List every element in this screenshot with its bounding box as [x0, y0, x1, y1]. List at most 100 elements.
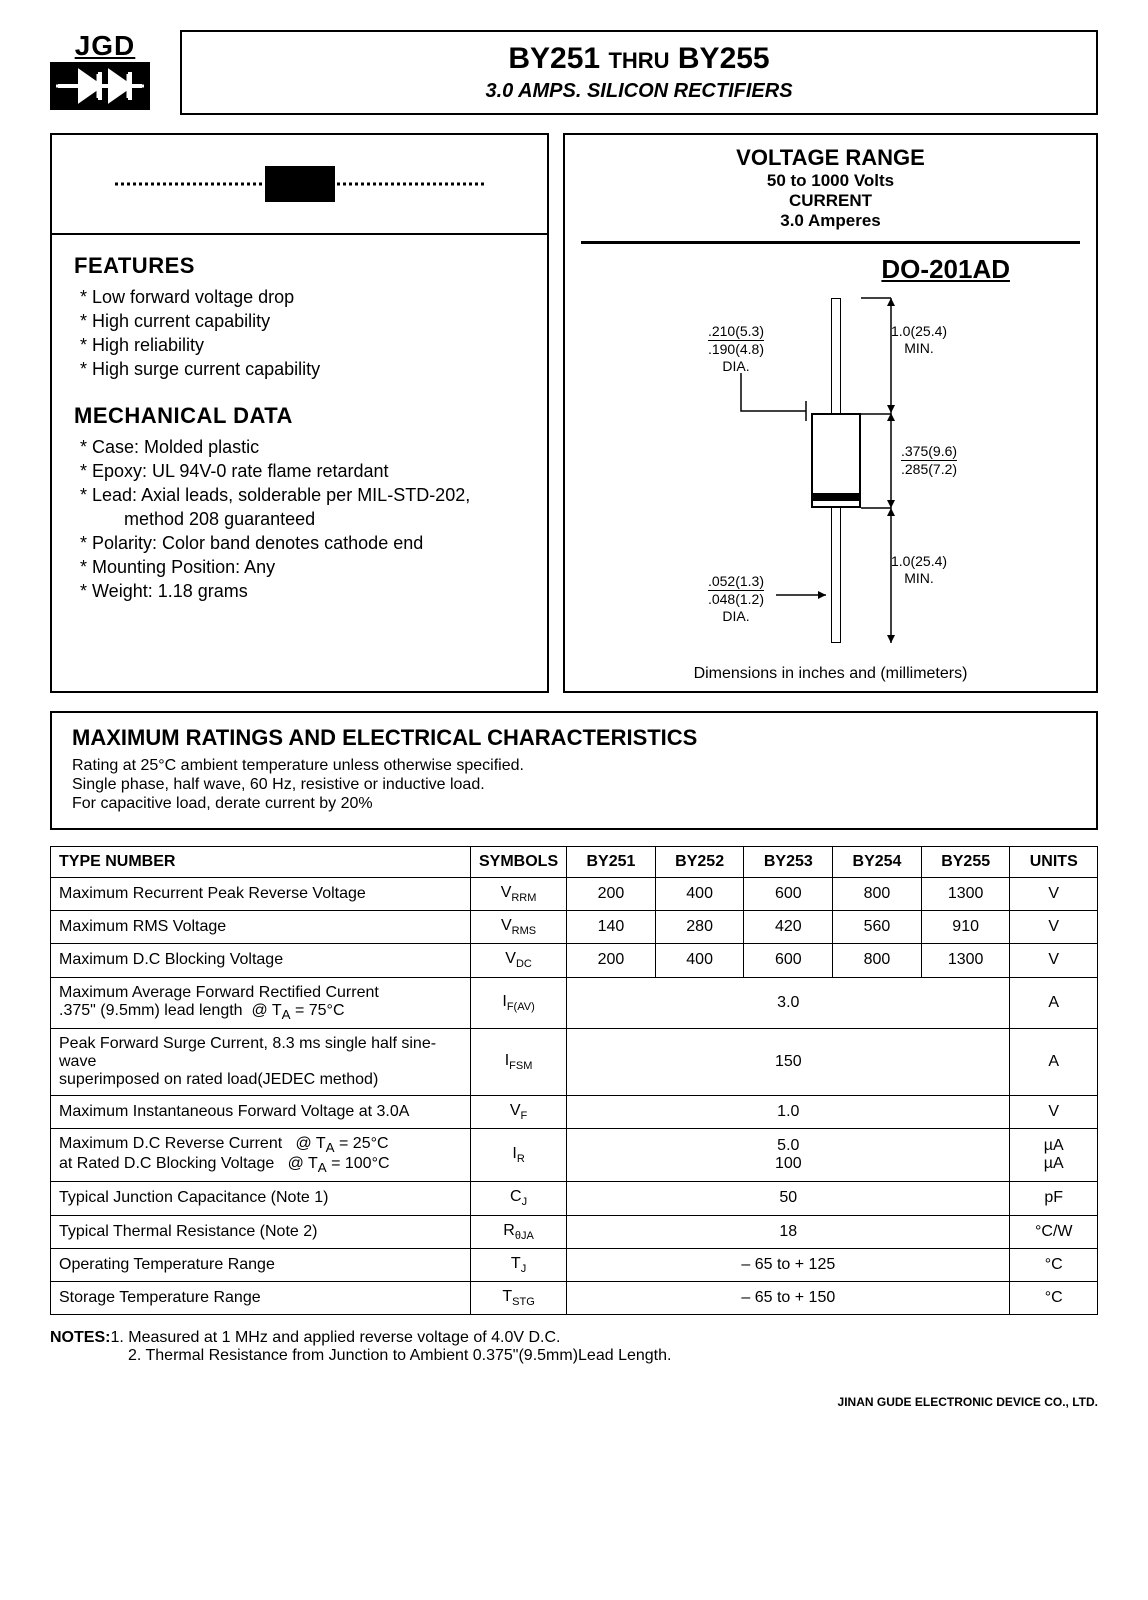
notes-section: NOTES:1. Measured at 1 MHz and applied r…	[50, 1329, 1098, 1365]
table-cell-unit: V	[1010, 1095, 1098, 1128]
table-cell-unit: V	[1010, 944, 1098, 977]
table-cell-value: 600	[744, 878, 833, 911]
mechanical-list-2: Polarity: Color band denotes cathode end…	[74, 533, 525, 602]
table-cell-value: 280	[655, 911, 744, 944]
table-cell-unit: µAµA	[1010, 1128, 1098, 1181]
table-header-cell: TYPE NUMBER	[51, 847, 471, 878]
dim-arrow-icon	[881, 298, 901, 418]
table-cell-symbol: IR	[471, 1128, 567, 1181]
ratings-note: Single phase, half wave, 60 Hz, resistiv…	[72, 776, 1076, 794]
divider	[581, 241, 1080, 244]
table-row: Maximum RMS VoltageVRMS140280420560910V	[51, 911, 1098, 944]
table-row: Peak Forward Surge Current, 8.3 ms singl…	[51, 1028, 1098, 1095]
table-cell-name: Peak Forward Surge Current, 8.3 ms singl…	[51, 1028, 471, 1095]
feature-list: Low forward voltage drop High current ca…	[74, 287, 525, 380]
pkg-lead-bot	[831, 508, 841, 643]
table-cell-merged: 3.0	[567, 977, 1010, 1028]
table-header-cell: BY255	[921, 847, 1010, 878]
note-1: 1. Measured at 1 MHz and applied reverse…	[110, 1329, 560, 1346]
table-row: Typical Junction Capacitance (Note 1)CJ5…	[51, 1182, 1098, 1215]
mech-item: Mounting Position: Any	[80, 557, 525, 578]
right-column: VOLTAGE RANGE 50 to 1000 Volts CURRENT 3…	[563, 133, 1098, 693]
voltage-range-heading: VOLTAGE RANGE	[581, 145, 1080, 171]
table-header-cell: BY254	[833, 847, 922, 878]
feature-item: High current capability	[80, 311, 525, 332]
table-cell-merged: 1.0	[567, 1095, 1010, 1128]
subtitle: 3.0 AMPS. SILICON RECTIFIERS	[202, 80, 1076, 103]
table-cell-name: Operating Temperature Range	[51, 1248, 471, 1281]
features-heading: FEATURES	[74, 253, 525, 279]
table-cell-unit: °C	[1010, 1248, 1098, 1281]
title-thru: THRU	[608, 48, 669, 73]
table-header-cell: SYMBOLS	[471, 847, 567, 878]
note-2: 2. Thermal Resistance from Junction to A…	[50, 1347, 1098, 1365]
feature-item: Low forward voltage drop	[80, 287, 525, 308]
table-cell-value: 1300	[921, 944, 1010, 977]
dim-body-dia: .210(5.3) .190(4.8) DIA.	[691, 323, 781, 374]
table-cell-unit: A	[1010, 1028, 1098, 1095]
table-cell-symbol: VDC	[471, 944, 567, 977]
left-column: FEATURES Low forward voltage drop High c…	[50, 133, 549, 693]
table-cell-unit: V	[1010, 911, 1098, 944]
dim-line-icon	[861, 412, 891, 417]
package-name: DO-201AD	[581, 254, 1080, 285]
table-cell-symbol: TSTG	[471, 1281, 567, 1314]
diode-symbol-icon	[110, 154, 490, 214]
table-cell-value: 400	[655, 944, 744, 977]
table-cell-value: 420	[744, 911, 833, 944]
ratings-note: Rating at 25°C ambient temperature unles…	[72, 757, 1076, 775]
table-header-cell: BY252	[655, 847, 744, 878]
pkg-cathode-band	[813, 493, 859, 501]
mech-item: Weight: 1.18 grams	[80, 581, 525, 602]
table-cell-merged: 18	[567, 1215, 1010, 1248]
table-cell-name: Maximum RMS Voltage	[51, 911, 471, 944]
voltage-range-amps: 3.0 Amperes	[581, 211, 1080, 231]
table-cell-unit: V	[1010, 878, 1098, 911]
logo-block: JGD	[50, 30, 160, 117]
table-header-cell: BY251	[567, 847, 656, 878]
table-cell-name: Typical Junction Capacitance (Note 1)	[51, 1182, 471, 1215]
table-cell-unit: °C	[1010, 1281, 1098, 1314]
table-cell-symbol: RθJA	[471, 1215, 567, 1248]
table-cell-symbol: TJ	[471, 1248, 567, 1281]
mechanical-list: Case: Molded plastic Epoxy: UL 94V-0 rat…	[74, 437, 525, 506]
table-cell-symbol: IF(AV)	[471, 977, 567, 1028]
table-cell-value: 910	[921, 911, 1010, 944]
table-cell-value: 140	[567, 911, 656, 944]
mech-item: Polarity: Color band denotes cathode end	[80, 533, 525, 554]
dim-arrow-icon	[881, 413, 901, 508]
table-cell-value: 800	[833, 878, 922, 911]
table-cell-symbol: IFSM	[471, 1028, 567, 1095]
footer-company: JINAN GUDE ELECTRONIC DEVICE CO., LTD.	[50, 1395, 1098, 1409]
table-cell-merged: – 65 to + 150	[567, 1281, 1010, 1314]
table-cell-merged: 50	[567, 1182, 1010, 1215]
table-row: Maximum Instantaneous Forward Voltage at…	[51, 1095, 1098, 1128]
table-cell-symbol: VRMS	[471, 911, 567, 944]
voltage-range-volts: 50 to 1000 Volts	[581, 171, 1080, 191]
part-start: BY251	[508, 42, 600, 75]
ratings-heading: MAXIMUM RATINGS AND ELECTRICAL CHARACTER…	[72, 725, 1076, 751]
spec-table: TYPE NUMBERSYMBOLSBY251BY252BY253BY254BY…	[50, 846, 1098, 1315]
table-cell-name: Maximum Instantaneous Forward Voltage at…	[51, 1095, 471, 1128]
dim-arrow-icon	[881, 508, 901, 643]
mech-item: Lead: Axial leads, solderable per MIL-ST…	[80, 485, 525, 506]
table-cell-name: Typical Thermal Resistance (Note 2)	[51, 1215, 471, 1248]
table-header-cell: BY253	[744, 847, 833, 878]
table-row: Typical Thermal Resistance (Note 2)RθJA1…	[51, 1215, 1098, 1248]
table-cell-name: Maximum D.C Reverse Current @ TA = 25°Ca…	[51, 1128, 471, 1181]
mech-item: Epoxy: UL 94V-0 rate flame retardant	[80, 461, 525, 482]
dim-body-len: .375(9.6) .285(7.2)	[901, 443, 957, 478]
table-cell-name: Maximum Recurrent Peak Reverse Voltage	[51, 878, 471, 911]
feature-item: High surge current capability	[80, 359, 525, 380]
table-row: Storage Temperature RangeTSTG– 65 to + 1…	[51, 1281, 1098, 1314]
features-box: FEATURES Low forward voltage drop High c…	[50, 233, 549, 693]
dim-arrow-icon	[776, 588, 836, 603]
ratings-note: For capacitive load, derate current by 2…	[72, 795, 1076, 813]
table-row: Maximum D.C Reverse Current @ TA = 25°Ca…	[51, 1128, 1098, 1181]
table-cell-merged: 5.0100	[567, 1128, 1010, 1181]
feature-item: High reliability	[80, 335, 525, 356]
dim-line-icon	[861, 296, 891, 301]
mechanical-heading: MECHANICAL DATA	[74, 403, 525, 429]
table-row: Maximum D.C Blocking VoltageVDC200400600…	[51, 944, 1098, 977]
table-header-row: TYPE NUMBERSYMBOLSBY251BY252BY253BY254BY…	[51, 847, 1098, 878]
